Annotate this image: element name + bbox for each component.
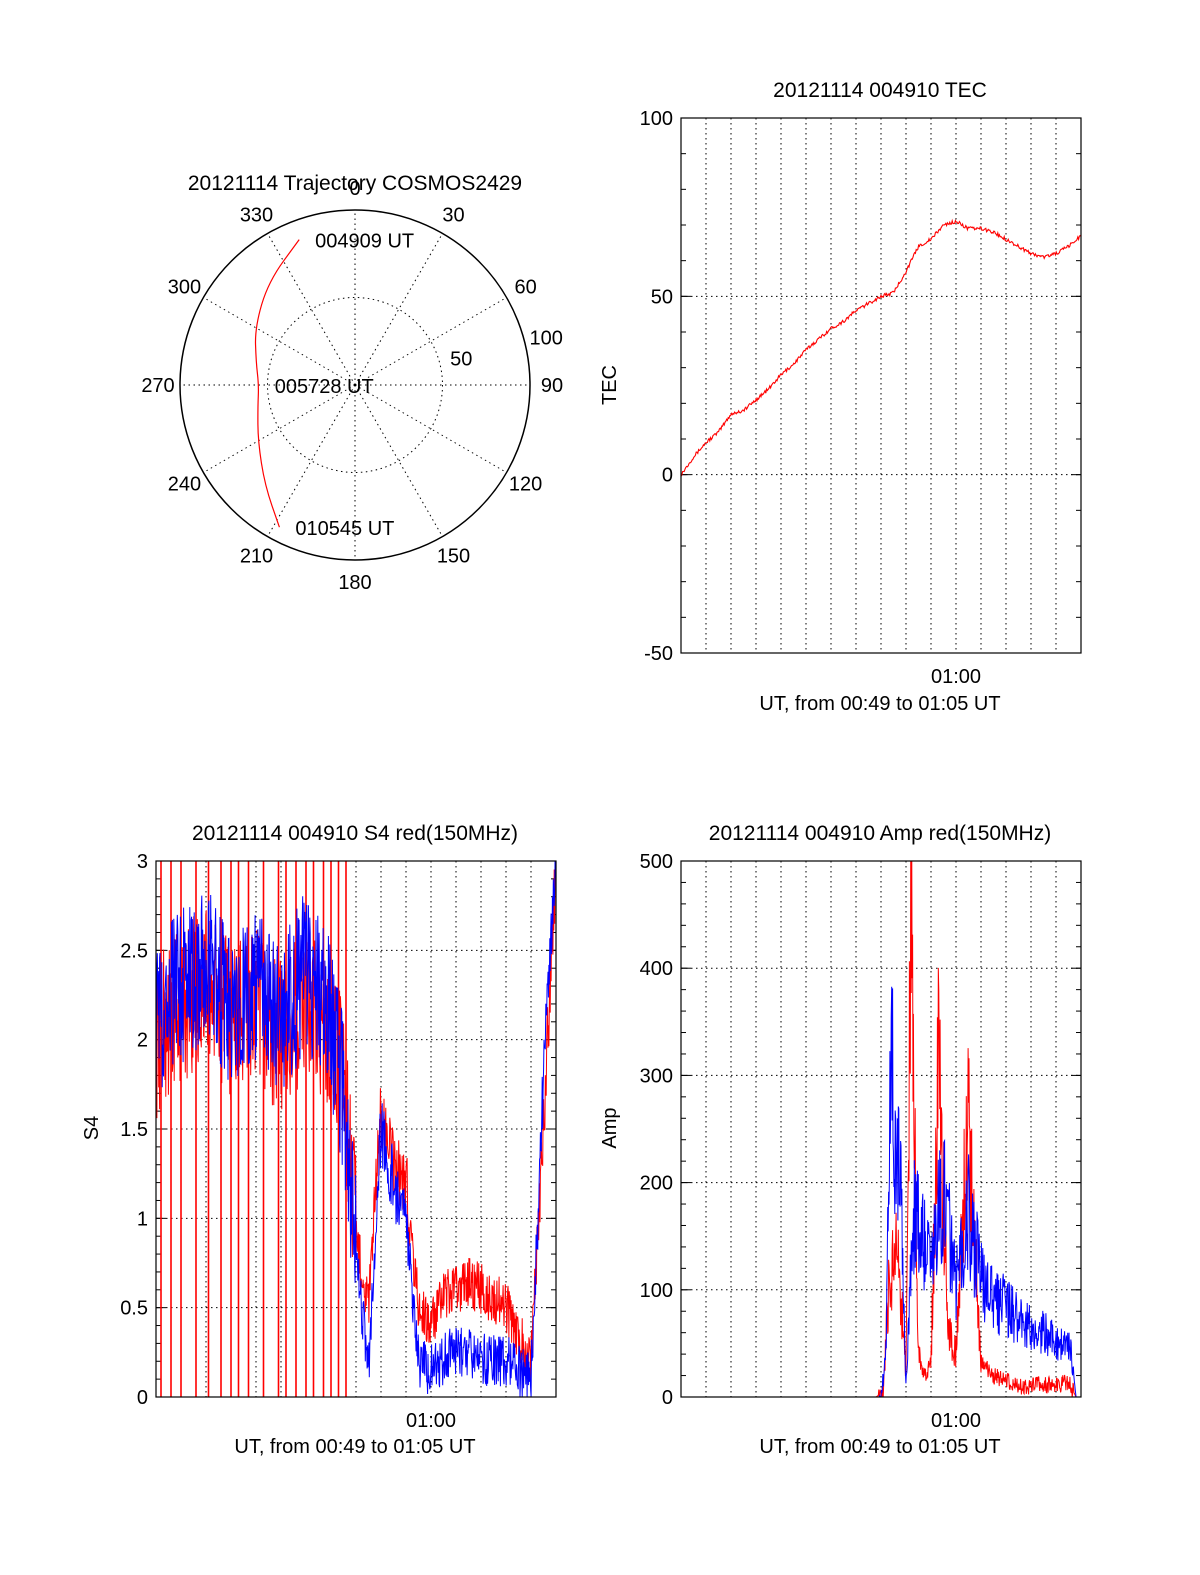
trajectory-polar-plot: 20121114 Trajectory COSMOS2429 0 30 60 90 12…: [141, 172, 563, 594]
amp-plot: 20121114 004910 Amp red(150MHz) UT, from…: [599, 822, 1082, 1458]
polar-ring-50: [267, 297, 443, 473]
tec-ytick-label: 50: [651, 286, 673, 308]
s4-frame: [155, 860, 557, 1398]
tec-xtick-label: 01:00: [931, 666, 981, 688]
azimuth-label-120: 120: [509, 474, 542, 496]
tec-ytick-label: -50: [644, 643, 673, 665]
amp-ytick-label: 0: [662, 1387, 673, 1409]
amp-title: 20121114 004910 Amp red(150MHz): [709, 822, 1051, 845]
s4-xtick-label: 01:00: [406, 1410, 456, 1432]
polar-outer-circle: [179, 209, 531, 561]
s4-ytick-label: 2: [137, 1030, 148, 1052]
polar-spoke-30: [354, 233, 443, 386]
trajectory-time-label: 010545 UT: [295, 518, 394, 540]
azimuth-label-270: 270: [141, 375, 174, 397]
amp-ytick-label: 100: [640, 1280, 673, 1302]
azimuth-label-330: 330: [240, 204, 273, 226]
trajectory-title: 20121114 Trajectory COSMOS2429: [188, 172, 522, 195]
polar-spoke-120: [354, 384, 507, 473]
amp-ytick-label: 400: [640, 958, 673, 980]
azimuth-label-90: 90: [541, 375, 563, 397]
tec-ytick-label: 100: [640, 108, 673, 130]
tec-plot: 20121114 004910 TEC UT, from 00:49 to 01…: [599, 79, 1082, 715]
radial-label-100: 100: [529, 327, 562, 349]
polar-spoke-330: [267, 233, 356, 386]
trajectory-time-label: 005728 UT: [275, 376, 374, 398]
polar-spoke-300: [203, 297, 356, 386]
azimuth-label-180: 180: [338, 572, 371, 594]
s4-series-blue: [156, 861, 556, 1397]
s4-ytick-label: 1: [137, 1208, 148, 1230]
trajectory-track: [254, 239, 300, 528]
amp-ytick-label: 300: [640, 1065, 673, 1087]
polar-spoke-150: [354, 384, 443, 537]
tec-series-red: [681, 218, 1081, 477]
amp-frame: [680, 860, 1082, 1398]
s4-ytick-label: 0.5: [120, 1298, 148, 1320]
s4-series-group: [156, 861, 556, 1397]
azimuth-label-60: 60: [514, 277, 536, 299]
s4-ylabel: S4: [81, 1116, 103, 1140]
polar-spoke-210: [267, 384, 356, 537]
s4-xlabel: UT, from 00:49 to 01:05 UT: [234, 1436, 475, 1458]
amp-ytick-label: 200: [640, 1173, 673, 1195]
trajectory-time-label: 004909 UT: [315, 231, 414, 253]
azimuth-label-0: 0: [349, 178, 360, 200]
tec-frame: [680, 117, 1082, 654]
s4-ytick-label: 0: [137, 1387, 148, 1409]
s4-ytick-label: 3: [137, 851, 148, 873]
azimuth-label-150: 150: [437, 546, 470, 568]
s4-ytick-label: 2.5: [120, 940, 148, 962]
tec-ytick-label: 0: [662, 465, 673, 487]
amp-xlabel: UT, from 00:49 to 01:05 UT: [759, 1436, 1000, 1458]
azimuth-label-210: 210: [240, 546, 273, 568]
amp-ylabel: Amp: [599, 1107, 621, 1148]
amp-xtick-label: 01:00: [931, 1410, 981, 1432]
azimuth-label-240: 240: [168, 474, 201, 496]
polar-spoke-60: [354, 297, 507, 386]
tec-series-group: [681, 218, 1081, 477]
tec-ylabel: TEC: [599, 365, 621, 405]
tec-xlabel: UT, from 00:49 to 01:05 UT: [759, 693, 1000, 715]
s4-plot: 20121114 004910 S4 red(150MHz) UT, from …: [81, 822, 557, 1458]
polar-spoke-240: [203, 384, 356, 473]
s4-ytick-label: 1.5: [120, 1119, 148, 1141]
tec-title: 20121114 004910 TEC: [773, 79, 987, 102]
amp-ytick-label: 500: [640, 851, 673, 873]
azimuth-label-300: 300: [168, 277, 201, 299]
radial-label-50: 50: [450, 349, 472, 371]
azimuth-label-30: 30: [442, 204, 464, 226]
s4-title: 20121114 004910 S4 red(150MHz): [192, 822, 518, 845]
